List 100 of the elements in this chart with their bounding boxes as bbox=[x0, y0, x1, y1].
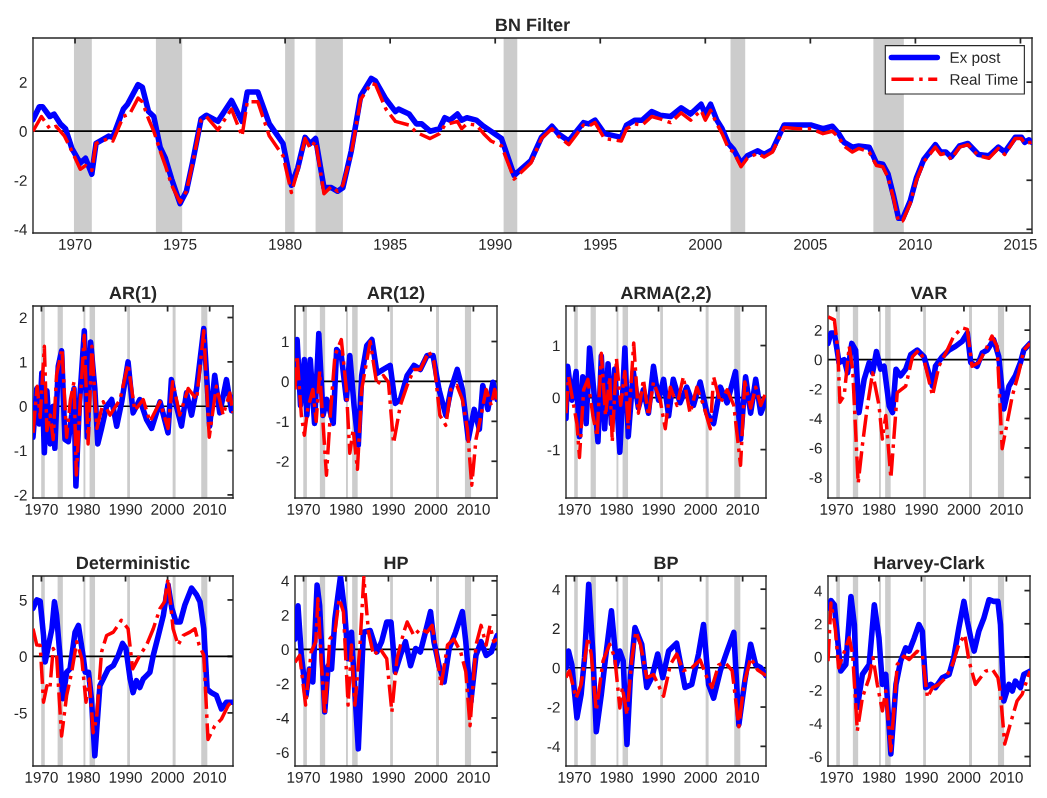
x-tick-label: 2000 bbox=[414, 771, 448, 783]
x-tick-label: 1970 bbox=[287, 503, 320, 515]
y-tick-label: 2 bbox=[19, 312, 27, 324]
x-tick-label: 2015 bbox=[1004, 238, 1037, 250]
y-tick-label: -2 bbox=[809, 383, 822, 395]
x-tick-label: 2005 bbox=[794, 238, 827, 250]
y-tick-label: 2 bbox=[19, 77, 27, 88]
x-tick-label: 2000 bbox=[151, 771, 184, 783]
y-tick-label: -4 bbox=[547, 741, 560, 752]
line-series bbox=[295, 337, 497, 487]
y-tick-label: 2 bbox=[814, 618, 822, 630]
y-tick-label: -2 bbox=[276, 456, 289, 467]
y-tick-label: 0 bbox=[281, 376, 289, 388]
x-tick-label: 1990 bbox=[372, 503, 405, 515]
x-tick-label: 2000 bbox=[414, 503, 448, 515]
y-tick-label: -1 bbox=[14, 445, 27, 457]
y-tick-label: -4 bbox=[809, 413, 822, 425]
y-tick-label: -4 bbox=[809, 718, 822, 729]
x-tick-label: 1990 bbox=[109, 503, 142, 515]
x-tick-label: 2010 bbox=[457, 771, 490, 783]
x-tick-label: 2000 bbox=[684, 771, 717, 783]
y-tick-label: -5 bbox=[14, 707, 27, 719]
y-tick-label: 4 bbox=[281, 575, 289, 587]
y-tick-label: 1 bbox=[282, 336, 289, 348]
y-tick-label: 4 bbox=[552, 584, 560, 595]
chart-title: HP bbox=[384, 556, 408, 570]
chart-title: AR(1) bbox=[109, 285, 157, 303]
chart-title: Harvey-Clark bbox=[874, 555, 985, 573]
y-tick-label: -1 bbox=[547, 444, 560, 456]
x-tick-label: 1970 bbox=[820, 503, 853, 515]
x-tick-label: 2000 bbox=[689, 238, 722, 250]
x-tick-label: 1990 bbox=[109, 771, 142, 783]
y-tick-label: -4 bbox=[14, 224, 27, 235]
x-tick-label: 1990 bbox=[905, 503, 938, 515]
x-tick-label: 1990 bbox=[372, 771, 405, 783]
x-tick-label: 1970 bbox=[59, 238, 92, 250]
chart-title: ARMA(2,2) bbox=[620, 285, 711, 303]
x-tick-label: 1970 bbox=[820, 771, 853, 783]
y-tick-label: 0 bbox=[19, 651, 27, 663]
x-tick-label: 1990 bbox=[642, 503, 675, 515]
x-tick-label: 1970 bbox=[558, 771, 591, 783]
x-tick-label: 1990 bbox=[642, 771, 675, 783]
x-tick-label: 2010 bbox=[726, 771, 760, 783]
x-tick-label: 2010 bbox=[899, 238, 932, 250]
y-tick-label: -8 bbox=[809, 472, 822, 484]
x-tick-label: 1980 bbox=[67, 771, 100, 783]
chart-title: Deterministic bbox=[77, 555, 190, 570]
y-tick-label: -1 bbox=[276, 416, 289, 427]
x-tick-label: 1970 bbox=[287, 771, 320, 783]
x-tick-label: 1980 bbox=[330, 503, 363, 515]
x-tick-label: 2000 bbox=[684, 503, 717, 515]
x-tick-label: 2010 bbox=[193, 503, 227, 515]
y-tick-label: 0 bbox=[552, 392, 560, 404]
legend-label: Ex post bbox=[950, 52, 1001, 66]
x-tick-label: 1980 bbox=[269, 238, 302, 250]
y-tick-label: 0 bbox=[19, 126, 27, 137]
chart-title: BN Filter bbox=[496, 17, 570, 32]
y-tick-label: -2 bbox=[547, 701, 560, 713]
y-tick-label: -4 bbox=[276, 713, 289, 724]
x-tick-label: 1980 bbox=[863, 771, 896, 783]
x-tick-label: 2000 bbox=[947, 771, 981, 783]
y-tick-label: -2 bbox=[276, 678, 289, 690]
y-tick-label: 0 bbox=[814, 354, 822, 366]
x-tick-label: 1990 bbox=[905, 771, 938, 783]
x-tick-label: 2010 bbox=[726, 503, 760, 515]
legend-label: Real Time bbox=[950, 73, 1018, 85]
chart-title: AR(12) bbox=[367, 285, 425, 303]
x-tick-label: 1980 bbox=[600, 503, 633, 515]
x-tick-label: 1980 bbox=[863, 503, 896, 515]
y-tick-label: 5 bbox=[19, 594, 27, 606]
y-tick-label: 2 bbox=[552, 623, 560, 634]
x-tick-label: 2010 bbox=[990, 771, 1023, 783]
y-tick-label: -6 bbox=[809, 751, 822, 763]
y-tick-label: 0 bbox=[552, 662, 560, 674]
y-tick-label: 4 bbox=[814, 585, 822, 597]
chart-title: BP bbox=[654, 556, 678, 570]
chart-title: VAR bbox=[910, 286, 948, 300]
y-tick-label: 2 bbox=[281, 609, 289, 621]
y-tick-label: 1 bbox=[553, 340, 560, 352]
x-tick-label: 1980 bbox=[67, 503, 100, 515]
x-tick-label: 1990 bbox=[479, 238, 512, 250]
x-tick-label: 2010 bbox=[990, 503, 1023, 515]
y-tick-label: -2 bbox=[14, 175, 27, 186]
x-tick-label: 1970 bbox=[25, 503, 58, 515]
x-tick-label: 1975 bbox=[164, 238, 197, 250]
y-tick-label: 2 bbox=[814, 325, 822, 336]
x-tick-label: 1980 bbox=[330, 771, 363, 783]
y-tick-label: -2 bbox=[14, 489, 27, 501]
y-tick-label: 1 bbox=[20, 356, 27, 368]
y-tick-label: 0 bbox=[814, 651, 822, 663]
y-tick-label: -6 bbox=[809, 442, 822, 454]
x-tick-label: 1970 bbox=[25, 771, 58, 783]
x-tick-label: 1980 bbox=[600, 771, 633, 783]
x-tick-label: 2010 bbox=[457, 503, 490, 515]
x-tick-label: 2000 bbox=[151, 503, 184, 515]
x-tick-label: 2000 bbox=[947, 503, 981, 515]
y-tick-label: -6 bbox=[276, 747, 289, 758]
x-tick-label: 1970 bbox=[558, 503, 591, 515]
x-tick-label: 1995 bbox=[584, 238, 617, 250]
x-tick-label: 2010 bbox=[193, 771, 227, 783]
